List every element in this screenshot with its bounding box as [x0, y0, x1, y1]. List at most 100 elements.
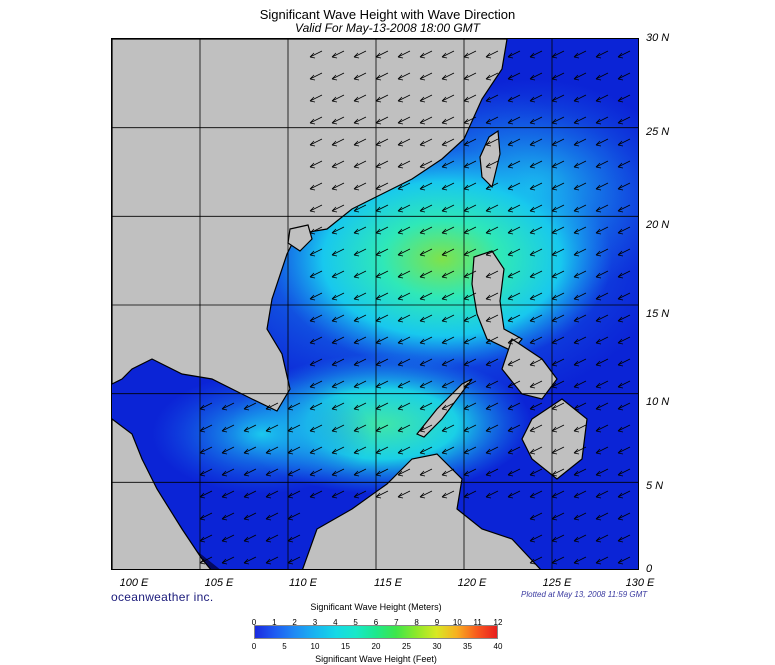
wave-direction-arrow: [617, 270, 631, 279]
wave-direction-arrow: [441, 424, 455, 433]
wave-direction-arrow: [595, 226, 609, 235]
wave-direction-arrow: [309, 358, 323, 367]
wave-direction-arrow: [573, 358, 587, 367]
wave-direction-arrow: [507, 468, 521, 477]
wave-direction-arrow: [419, 50, 433, 59]
wave-direction-arrow: [463, 380, 477, 389]
wave-direction-arrow: [463, 94, 477, 103]
wave-direction-arrow: [287, 556, 301, 565]
legend-tick-meters: 12: [493, 618, 503, 627]
wave-direction-arrow: [353, 72, 367, 81]
wave-direction-arrow: [485, 204, 499, 213]
wave-direction-arrow: [573, 380, 587, 389]
legend-tick-meters: 10: [452, 618, 462, 627]
wave-direction-arrow: [199, 446, 213, 455]
wave-direction-arrow: [353, 446, 367, 455]
wave-direction-arrow: [529, 248, 543, 257]
wave-direction-arrow: [617, 358, 631, 367]
wave-direction-arrow: [595, 160, 609, 169]
wave-direction-arrow: [595, 336, 609, 345]
wave-direction-arrow: [595, 490, 609, 499]
wave-direction-arrow: [485, 402, 499, 411]
wave-direction-arrow: [331, 248, 345, 257]
wave-direction-arrow: [529, 182, 543, 191]
wave-direction-arrow: [529, 534, 543, 543]
wave-direction-arrow: [573, 446, 587, 455]
wave-direction-arrow: [287, 490, 301, 499]
wave-direction-arrow: [485, 50, 499, 59]
wave-direction-arrow: [309, 116, 323, 125]
wave-direction-arrow: [529, 424, 543, 433]
wave-direction-arrow: [375, 292, 389, 301]
wave-direction-arrow: [507, 204, 521, 213]
wave-direction-arrow: [573, 204, 587, 213]
wave-direction-arrow: [287, 468, 301, 477]
wave-direction-arrow: [507, 292, 521, 301]
wave-direction-arrow: [441, 468, 455, 477]
wave-direction-arrow: [551, 402, 565, 411]
wave-direction-arrow: [309, 402, 323, 411]
wave-direction-arrow: [463, 446, 477, 455]
wave-direction-arrow: [243, 402, 257, 411]
wave-direction-arrow: [529, 446, 543, 455]
wave-direction-arrow: [397, 336, 411, 345]
wave-direction-arrow: [309, 336, 323, 345]
wave-direction-arrow: [331, 204, 345, 213]
wave-direction-arrow: [221, 556, 235, 565]
wave-direction-arrow: [221, 468, 235, 477]
wave-direction-arrow: [551, 160, 565, 169]
wave-direction-arrow: [331, 116, 345, 125]
wave-direction-arrow: [485, 314, 499, 323]
wave-direction-arrow: [375, 490, 389, 499]
wave-direction-arrow: [617, 380, 631, 389]
wave-direction-arrow: [331, 160, 345, 169]
wave-direction-arrow: [419, 72, 433, 81]
wave-direction-arrow: [309, 72, 323, 81]
wave-direction-arrow: [441, 358, 455, 367]
wave-direction-arrow: [617, 116, 631, 125]
wave-direction-arrow: [397, 50, 411, 59]
wave-direction-arrow: [529, 226, 543, 235]
wave-direction-arrow: [265, 556, 279, 565]
wave-direction-arrow: [353, 138, 367, 147]
wave-direction-arrow: [551, 468, 565, 477]
wave-direction-arrow: [595, 446, 609, 455]
wave-direction-arrow: [507, 138, 521, 147]
wave-direction-arrow: [463, 270, 477, 279]
wave-direction-arrow: [353, 50, 367, 59]
wave-direction-arrow: [331, 226, 345, 235]
wave-direction-arrow: [397, 424, 411, 433]
wave-direction-arrow: [353, 380, 367, 389]
wave-direction-arrow: [551, 182, 565, 191]
wave-direction-arrow: [397, 292, 411, 301]
wave-direction-arrow: [375, 204, 389, 213]
wave-direction-arrow: [463, 358, 477, 367]
wave-direction-arrow: [397, 248, 411, 257]
wave-direction-arrow: [419, 446, 433, 455]
wave-direction-arrow: [595, 380, 609, 389]
wave-direction-arrow: [595, 556, 609, 565]
wave-direction-arrow: [287, 402, 301, 411]
wave-direction-arrow: [221, 424, 235, 433]
wave-direction-arrow: [397, 402, 411, 411]
wave-direction-arrow: [419, 182, 433, 191]
lat-lon-grid: [112, 39, 638, 569]
wave-direction-arrow: [199, 512, 213, 521]
wave-direction-arrow: [573, 292, 587, 301]
wave-direction-arrow: [529, 468, 543, 477]
wave-direction-arrow: [221, 446, 235, 455]
wave-direction-arrow: [573, 160, 587, 169]
lat-label-0: 0: [646, 563, 653, 575]
wave-direction-arrow: [573, 138, 587, 147]
wave-direction-arrow: [529, 292, 543, 301]
wave-direction-arrow: [485, 380, 499, 389]
lon-label-125e: 125 E: [542, 577, 572, 589]
legend-title-meters: Significant Wave Height (Meters): [310, 602, 442, 612]
wave-direction-arrow: [221, 402, 235, 411]
wave-direction-arrow: [287, 446, 301, 455]
wave-direction-arrow: [551, 94, 565, 103]
wave-direction-arrow: [243, 468, 257, 477]
lon-label-100e: 100 E: [119, 577, 149, 589]
wave-direction-arrow: [375, 94, 389, 103]
wave-direction-arrow: [441, 248, 455, 257]
